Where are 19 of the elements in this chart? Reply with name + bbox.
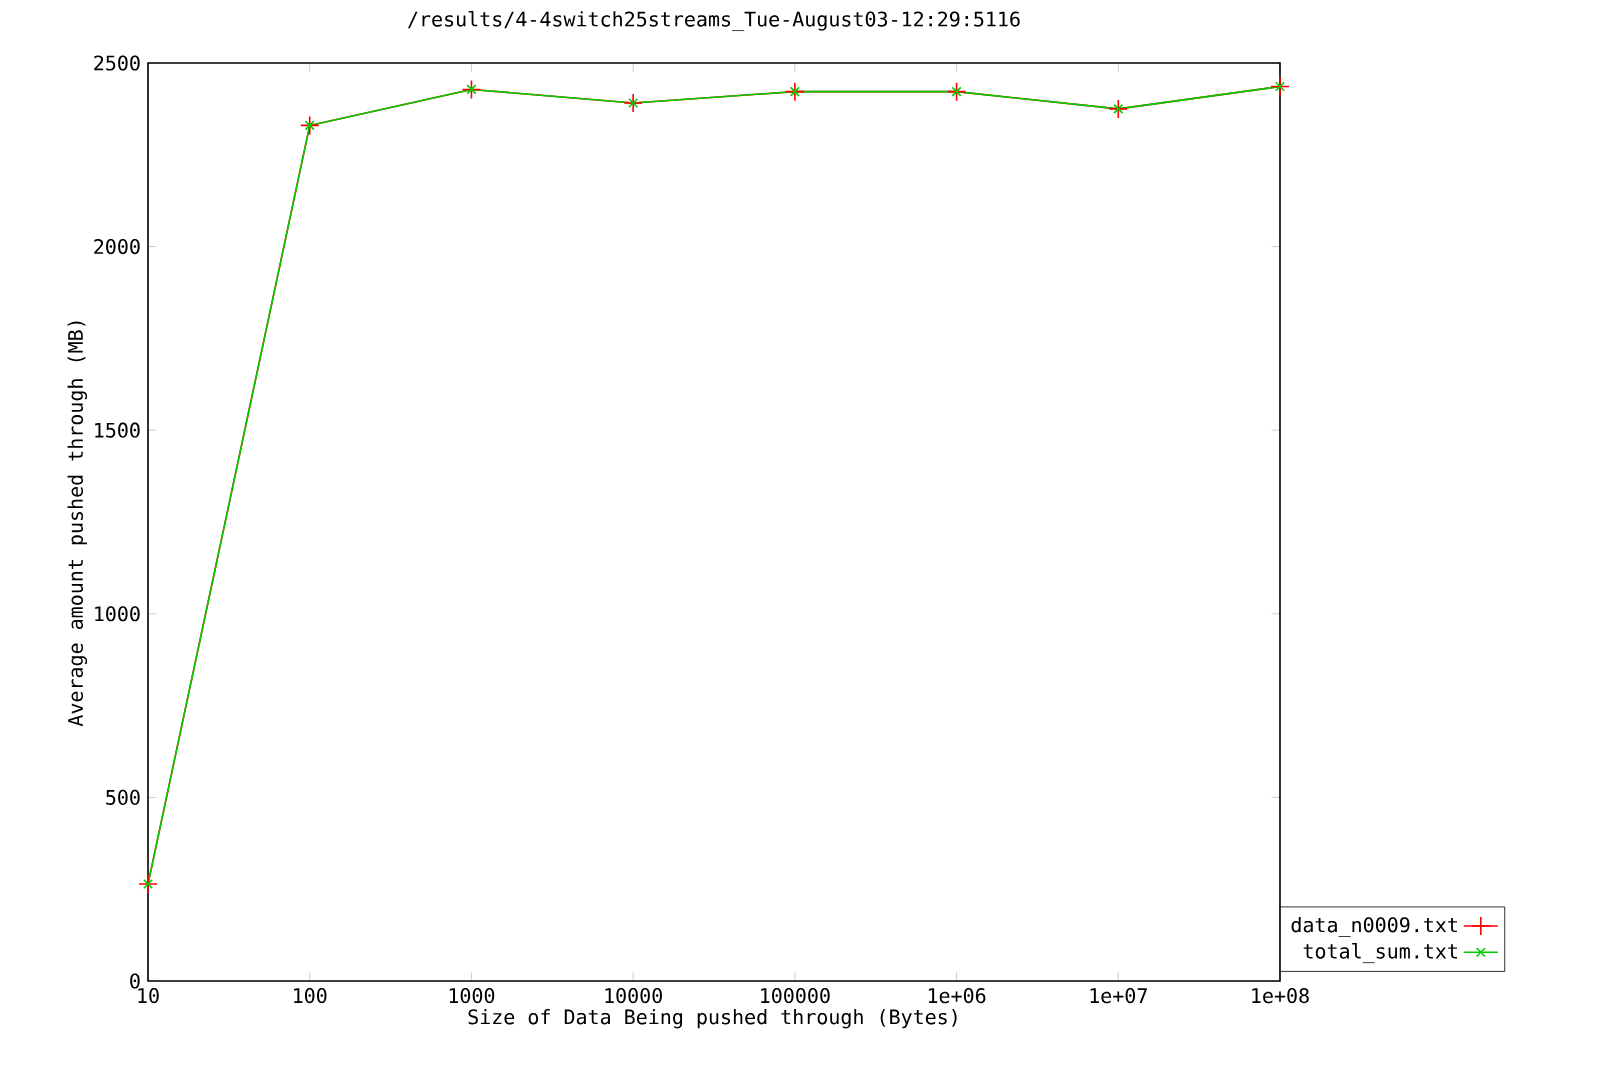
x-tick-label: 1e+07	[1090, 988, 1147, 1004]
x-tick-label: 10000	[605, 988, 662, 1004]
x-tick-label: 100	[294, 988, 327, 1004]
x-tick-label: 1e+06	[928, 988, 986, 1004]
x-axis-title: Size of Data Being pushed through (Bytes)	[468, 1008, 957, 1029]
y-tick-label: 0	[130, 973, 140, 989]
legend-label: data_n0009.txt	[1291, 916, 1457, 937]
y-tick-label: 1000	[95, 606, 140, 622]
y-tick-label: 2500	[94, 55, 140, 71]
x-tick-label: 1e+08	[1252, 988, 1309, 1004]
x-tick-label: 1000	[449, 988, 495, 1004]
y-axis-title: Average amount pushed through (MB)	[67, 321, 88, 727]
y-tick-label: 500	[106, 789, 140, 805]
x-tick-label: 100000	[761, 988, 830, 1004]
x-tick-label: 10	[138, 988, 159, 1004]
y-tick-label: 1500	[95, 422, 140, 438]
chart-title: /results/4-4switch25streams_Tue-August03-12:29:5116	[407, 11, 1020, 32]
y-tick-label: 2000	[94, 239, 140, 255]
legend-label: total_sum.txt	[1303, 943, 1457, 964]
